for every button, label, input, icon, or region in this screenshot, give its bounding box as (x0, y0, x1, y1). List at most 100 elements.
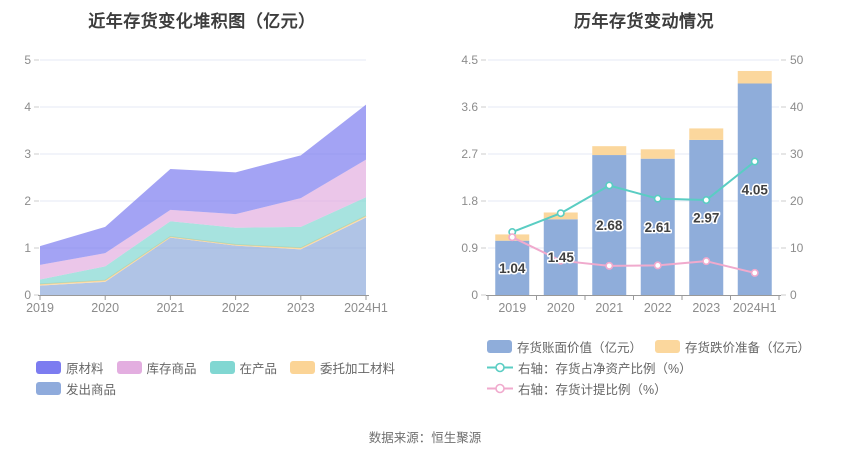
line-marker (556, 256, 565, 265)
legend-row: 存货账面价值（亿元） 存货跌价准备（亿元） (487, 336, 823, 357)
legend-label: 右轴：存货占净资产比例（%） (518, 362, 692, 376)
bar-depreciation-reserve (737, 70, 772, 84)
left-axis-label: 2.7 (461, 147, 478, 161)
line-marker (750, 157, 759, 166)
legend-label: 委托加工材料 (320, 362, 396, 376)
bar-depreciation-reserve (689, 128, 724, 140)
combo-chart-legend: 存货账面价值（亿元） 存货跌价准备（亿元） 右轴：存货占净资产比例（%） 右轴：存货计… (487, 336, 823, 399)
left-axis-label: 1.8 (461, 194, 478, 208)
line-series-provision-ratio (511, 236, 755, 274)
bar-value-label: 2.61 (645, 220, 672, 235)
x-axis-label: 2019 (26, 301, 54, 315)
bar-depreciation-reserve (592, 146, 627, 156)
line-marker (605, 181, 614, 190)
data-source-note: 数据来源：恒生聚源 (368, 431, 482, 445)
left-axis-label: 0 (471, 288, 478, 302)
x-axis-label: 2021 (595, 301, 623, 315)
legend-item-存货跌价准备（亿元）[interactable]: 存货跌价准备（亿元） (655, 337, 810, 356)
legend-item-委托加工材料[interactable]: 委托加工材料 (290, 358, 395, 377)
legend-swatch (290, 361, 316, 374)
stacked-area-chart-title: 近年存货变化堆积图（亿元） (88, 12, 316, 31)
x-axis-label: 2024H1 (344, 301, 388, 315)
x-axis-label: 2023 (287, 301, 315, 315)
legend-row: 原材料 库存商品 在产品 委托加工材料 (36, 357, 408, 378)
area-series-发出商品 (40, 217, 366, 295)
bar-book-value (640, 158, 675, 295)
line-marker (653, 194, 662, 203)
legend-row: 右轴：存货计提比例（%） (487, 378, 823, 399)
legend-swatch (36, 382, 61, 395)
y-axis-label: 5 (24, 53, 31, 67)
legend-row: 发出商品 (36, 378, 408, 399)
bar-book-value (689, 139, 724, 295)
legend-swatch (116, 361, 142, 374)
right-axis-label: 10 (790, 241, 804, 255)
left-axis-label: 3.6 (461, 100, 478, 114)
bar-depreciation-reserve (640, 149, 675, 159)
x-axis-label: 2020 (547, 301, 575, 315)
line-marker (605, 261, 614, 270)
right-axis-label: 20 (790, 194, 804, 208)
bar-book-value (495, 240, 530, 295)
line-marker (508, 233, 517, 242)
bar-value-label: 1.45 (548, 250, 575, 265)
combo-chart-title: 历年存货变动情况 (574, 12, 714, 31)
legend-label: 库存商品 (146, 362, 197, 376)
y-axis-label: 2 (24, 194, 31, 208)
legend-item-右轴：存货占净资产比例（%）[interactable]: 右轴：存货占净资产比例（%） (487, 358, 692, 377)
x-axis-label: 2022 (222, 301, 250, 315)
legend-swatch (209, 361, 235, 374)
y-axis-label: 4 (24, 100, 31, 114)
line-marker (702, 196, 711, 205)
x-axis-label: 2019 (498, 301, 526, 315)
line-series-net-asset-ratio (511, 160, 756, 233)
legend-item-存货账面价值（亿元）[interactable]: 存货账面价值（亿元） (487, 337, 642, 356)
legend-item-原材料[interactable]: 原材料 (36, 358, 104, 377)
area-series-库存商品 (40, 159, 366, 280)
bar-value-label: 4.05 (742, 182, 769, 197)
bar-value-label: 1.04 (499, 261, 526, 276)
right-axis-label: 30 (790, 147, 804, 161)
legend-label: 在产品 (239, 362, 278, 376)
left-axis-label: 4.5 (461, 53, 478, 67)
legend-label: 存货跌价准备（亿元） (685, 341, 811, 355)
y-axis-label: 0 (24, 288, 31, 302)
right-axis-label: 0 (790, 288, 797, 302)
legend-item-右轴：存货计提比例（%）[interactable]: 右轴：存货计提比例（%） (487, 379, 667, 398)
y-axis-label: 1 (24, 241, 31, 255)
line-marker (702, 257, 711, 266)
legend-swatch (655, 340, 681, 353)
line-marker (750, 268, 759, 277)
stacked-area-chart-legend: 原材料 库存商品 在产品 委托加工材料发出商品 (36, 357, 408, 399)
x-axis-label: 2022 (644, 301, 672, 315)
bar-book-value (592, 155, 627, 295)
x-axis-label: 2023 (692, 301, 720, 315)
legend-row: 右轴：存货占净资产比例（%） (487, 357, 823, 378)
line-marker (653, 261, 662, 270)
legend-label: 发出商品 (66, 383, 117, 397)
legend-item-发出商品[interactable]: 发出商品 (36, 379, 116, 398)
line-marker (556, 209, 565, 218)
right-axis-label: 40 (790, 100, 804, 114)
legend-line-marker-icon (487, 382, 513, 395)
legend-swatch (487, 340, 512, 353)
bar-book-value (737, 83, 772, 295)
area-series-在产品 (40, 197, 366, 285)
x-axis-label: 2021 (156, 301, 184, 315)
x-axis-label: 2024H1 (733, 301, 777, 315)
legend-item-在产品[interactable]: 在产品 (209, 358, 278, 377)
right-axis-label: 50 (790, 53, 804, 67)
combo-bar-line-chart: 0 0 0.9 10 1.8 20 2.7 30 3.6 40 4.5 50 2019 2020 2021 2… (461, 53, 803, 315)
legend-label: 原材料 (66, 362, 104, 376)
area-series-原材料 (40, 104, 366, 265)
bar-value-label: 2.97 (693, 210, 719, 225)
stacked-area-chart: 0 1 2 3 4 5 2019 2020 2021 2022 2023 2024H1 (24, 53, 388, 315)
x-axis-label: 2020 (91, 301, 119, 315)
legend-item-库存商品[interactable]: 库存商品 (116, 358, 197, 377)
left-axis-label: 0.9 (461, 241, 478, 255)
legend-label: 右轴：存货计提比例（%） (518, 383, 667, 397)
legend-line-marker-icon (487, 361, 513, 374)
y-axis-label: 3 (24, 147, 31, 161)
